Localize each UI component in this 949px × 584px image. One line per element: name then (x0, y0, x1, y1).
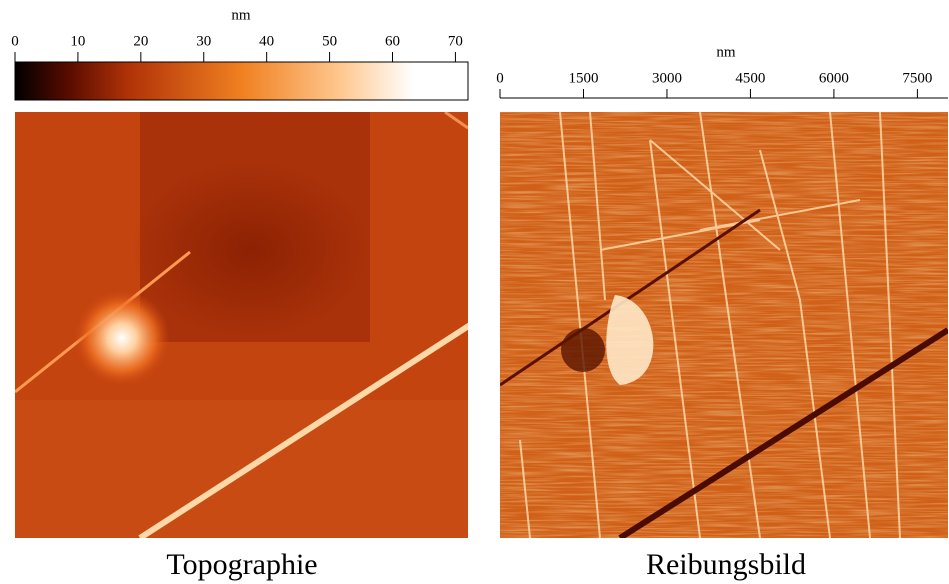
tick-label: 70 (448, 33, 463, 49)
tick-label: 50 (322, 33, 337, 49)
scale-unit: nm (716, 44, 736, 60)
tick-label: 7500 (902, 70, 932, 86)
tick-label: 0 (496, 70, 504, 86)
colorbar (15, 62, 468, 100)
topography-image (15, 112, 470, 538)
caption: Topographie (166, 548, 317, 581)
tick-label: 30 (196, 33, 211, 49)
tick-label: 6000 (819, 70, 849, 86)
tick-label: 1500 (568, 70, 598, 86)
tick-label: 4500 (735, 70, 765, 86)
friction-image (500, 112, 948, 538)
tick-label: 20 (133, 33, 148, 49)
tick-label: 0 (11, 33, 19, 49)
figure: nm nm Topographie Reibungsbild 0 10 20 30 40… (0, 0, 949, 584)
tick-label: 60 (385, 33, 400, 49)
colorbar-unit: nm (231, 7, 251, 23)
caption: Reibungsbild (646, 548, 806, 581)
tick-label: 40 (259, 33, 274, 49)
tick-label: 10 (70, 33, 85, 49)
tick-label: 3000 (652, 70, 682, 86)
